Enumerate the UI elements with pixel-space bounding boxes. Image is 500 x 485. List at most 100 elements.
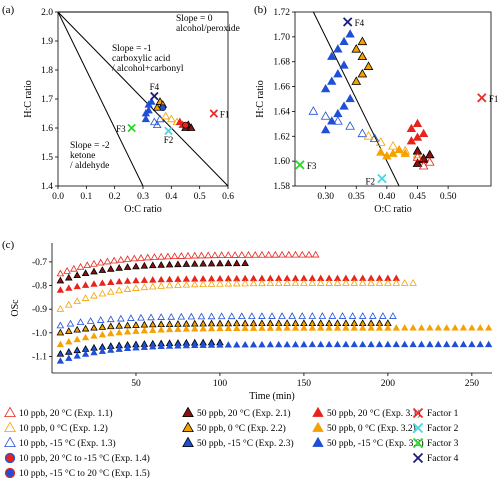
panel-c-point	[182, 325, 190, 332]
panel-a-factor-label: F3	[116, 124, 126, 134]
panel-c-point	[350, 340, 358, 348]
panel-c-point	[56, 269, 65, 277]
panel-c-point	[107, 278, 115, 285]
panel-c-point	[164, 252, 172, 260]
panel-c-point	[468, 324, 476, 331]
panel-c-point	[384, 340, 392, 348]
panel-c-point	[224, 324, 232, 332]
panel-c-point	[417, 324, 426, 331]
panel-b-point	[339, 36, 349, 46]
panel-c-point	[317, 324, 325, 331]
panel-c-point	[300, 340, 308, 348]
panel-b-ytick-label: 1.72	[273, 8, 290, 18]
panel-c-point	[165, 275, 174, 283]
panel-c-point	[291, 340, 300, 348]
panel-c-point	[123, 328, 132, 335]
panel-c-point	[137, 313, 145, 321]
panel-c-point	[375, 340, 384, 348]
panel-c-point	[65, 354, 73, 361]
panel-c-point	[258, 340, 266, 348]
panel-c-point	[70, 264, 78, 272]
panel-c-point	[56, 340, 65, 348]
panel-c-point	[233, 324, 241, 331]
panel-c-point	[76, 318, 85, 325]
panel-c-point	[227, 312, 236, 320]
panel-c-point	[275, 340, 283, 348]
panel-c-point	[81, 294, 90, 301]
panel-b-point	[424, 157, 435, 166]
panel-c-point	[258, 279, 266, 287]
panel-c-point	[271, 250, 280, 258]
panel-c-point	[64, 327, 73, 334]
panel-c-point	[308, 340, 316, 348]
panel-c-point	[191, 341, 199, 349]
panel-c-point	[182, 275, 190, 282]
panel-c-point	[140, 326, 149, 334]
panel-a-ytick-label: 1.4	[41, 182, 53, 192]
panel-c-point	[73, 325, 81, 333]
panel-b-factor-label: F1	[489, 94, 499, 104]
panel-c-point	[459, 324, 468, 331]
panel-c-point	[241, 324, 249, 331]
panel-c-point	[216, 259, 224, 267]
panel-c-point	[123, 255, 132, 262]
panel-b-xtick-label: 0.35	[348, 192, 365, 202]
panel-c-point	[191, 325, 199, 332]
panel-a-circle-point	[159, 104, 167, 111]
panel-b-point	[351, 44, 362, 53]
panel-c-point	[123, 321, 132, 329]
panel-b-point	[333, 69, 343, 78]
panel-c-point	[207, 259, 216, 267]
panel-c-point	[98, 266, 107, 273]
panel-b-point	[400, 148, 410, 157]
panel-a-factor-label: F4	[150, 82, 160, 92]
panel-c-point	[217, 312, 226, 320]
panel-c-xtick-label: 150	[297, 379, 312, 389]
panel-c-point	[249, 324, 258, 331]
panel-c-point	[56, 349, 65, 357]
panel-c-point	[451, 340, 459, 348]
panel-b-label: (b)	[254, 4, 267, 16]
panel-c-point	[409, 340, 417, 348]
panel-c-point	[338, 312, 347, 319]
panel-b-ytick-label: 1.66	[273, 83, 290, 93]
panel-c-point	[443, 340, 451, 348]
panel-c-point	[359, 340, 367, 348]
panel-a-xtick-label: 0.6	[222, 192, 234, 202]
panel-b-point	[357, 128, 368, 138]
panel-c-point	[359, 324, 367, 331]
panel-c-point	[115, 321, 123, 329]
panel-c-point	[266, 279, 275, 287]
panel-c-point	[127, 314, 135, 321]
panel-c-point	[143, 253, 152, 261]
panel-c-point	[182, 280, 191, 288]
panel-c-point	[132, 262, 140, 270]
panel-c-point	[384, 279, 392, 286]
panel-c-point	[64, 273, 73, 281]
panel-c-point	[157, 275, 165, 283]
panel-c-point	[233, 341, 241, 348]
panel-c-point	[106, 265, 115, 272]
panel-b-point	[345, 121, 355, 130]
panel-c-point	[333, 279, 342, 286]
panel-c-point	[367, 340, 375, 348]
panel-c-point	[140, 276, 149, 283]
panel-c-point	[379, 312, 387, 319]
panel-c-point	[409, 324, 417, 331]
panel-b-point	[339, 60, 349, 69]
panel-c-point	[115, 277, 123, 285]
panel-c-point	[157, 261, 165, 268]
panel-c-point	[468, 340, 476, 348]
panel-c-point	[224, 259, 233, 267]
panel-c-point	[392, 279, 401, 286]
panel-a-ytick-label: 1.8	[41, 66, 53, 76]
panel-c-point	[56, 276, 65, 284]
panel-c-point	[305, 250, 313, 258]
panel-c-point	[308, 279, 317, 286]
panel-a-ylabel: H:C ratio	[23, 80, 34, 118]
panel-c-point	[165, 281, 174, 289]
panel-c-point	[358, 279, 367, 286]
panel-c-point	[56, 305, 65, 312]
panel-c-point	[165, 260, 174, 268]
panel-c-point	[264, 250, 273, 258]
